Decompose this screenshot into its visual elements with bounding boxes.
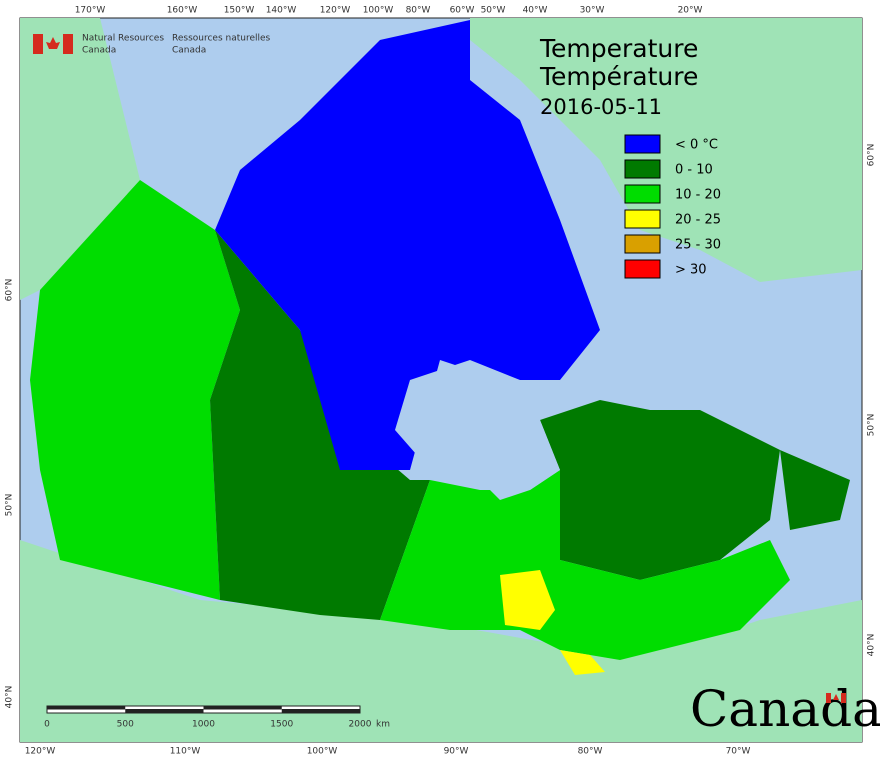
latitude-label: 60°N — [5, 279, 15, 302]
temperature-zones — [30, 20, 850, 675]
longitude-label: 170°W — [75, 6, 106, 16]
scale-segment — [203, 706, 282, 710]
latitude-label: 40°N — [5, 686, 15, 709]
scale-segment — [47, 706, 126, 710]
longitude-label: 20°W — [678, 6, 703, 16]
legend-label: > 30 — [675, 263, 707, 278]
longitude-label: 80°W — [406, 6, 431, 16]
latitude-label: 50°N — [867, 414, 877, 437]
longitude-label: 90°W — [444, 747, 469, 757]
longitude-label: 150°W — [224, 6, 255, 16]
longitude-label: 60°W — [450, 6, 475, 16]
scale-label: 500 — [117, 720, 134, 730]
legend-swatch — [624, 209, 661, 229]
title: Température — [539, 62, 698, 91]
legend-swatch — [624, 159, 661, 179]
scale-label: 0 — [44, 720, 50, 730]
longitude-label: 100°W — [363, 6, 394, 16]
longitude-label: 30°W — [580, 6, 605, 16]
longitude-label: 70°W — [726, 747, 751, 757]
scale-unit: km — [376, 720, 390, 730]
scale-segment — [281, 709, 360, 713]
longitude-label: 120°W — [320, 6, 351, 16]
scale-label: 1000 — [192, 720, 215, 730]
foreign-land — [20, 18, 862, 742]
longitude-label: 140°W — [266, 6, 297, 16]
org-en: Natural Resources — [82, 34, 164, 44]
longitude-label: 40°W — [523, 6, 548, 16]
legend-label: 0 - 10 — [675, 163, 713, 178]
org-en: Canada — [82, 46, 116, 56]
longitude-label: 50°W — [481, 6, 506, 16]
longitude-label: 80°W — [578, 747, 603, 757]
scale-segment — [125, 709, 204, 713]
date: 2016-05-11 — [540, 95, 662, 119]
legend-swatch — [624, 134, 661, 154]
latitude-label: 60°N — [867, 144, 877, 167]
wordmark-flag — [826, 693, 846, 703]
flag-logo — [33, 34, 73, 54]
longitude-label: 100°W — [307, 747, 338, 757]
scale-label: 2000 — [349, 720, 372, 730]
legend-label: 25 - 30 — [675, 238, 721, 253]
legend-label: < 0 °C — [675, 138, 718, 153]
latitude-label: 40°N — [867, 634, 877, 657]
title: Temperature — [539, 34, 698, 63]
org-fr: Canada — [172, 46, 206, 56]
latitude-label: 50°N — [5, 494, 15, 517]
longitude-label: 110°W — [170, 747, 201, 757]
legend-label: 20 - 25 — [675, 213, 721, 228]
legend-swatch — [624, 234, 661, 254]
org-fr: Ressources naturelles — [172, 34, 271, 44]
legend-label: 10 - 20 — [675, 188, 721, 203]
scale-label: 1500 — [270, 720, 293, 730]
legend-swatch — [624, 184, 661, 204]
wordmark: Canada — [690, 680, 880, 738]
legend-swatch — [624, 259, 661, 279]
longitude-label: 120°W — [25, 747, 56, 757]
longitude-label: 160°W — [167, 6, 198, 16]
